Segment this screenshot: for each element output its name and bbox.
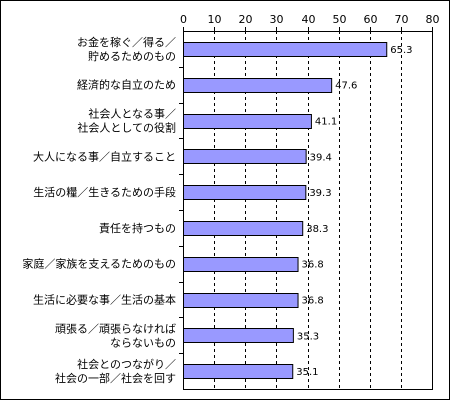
category-label-8-line-1: ならないもの [110,336,176,349]
category-label-0-line-0: お金を稼ぐ／得る／ [77,35,176,49]
category-label-9-line-0: 社会とのつながり／ [77,357,176,371]
x-tick-label-4: 40 [302,13,316,26]
category-label-2-line-1: 社会人としての役割 [77,121,176,135]
x-tick-label-3: 30 [270,13,284,26]
x-tick-label-6: 60 [364,13,378,26]
bar-4 [183,185,307,200]
bar-9 [183,364,294,379]
category-label-3: 大人になる事／自立すること [33,149,176,163]
x-tick-label-7: 70 [395,13,409,26]
x-tick-label-0: 0 [180,13,187,26]
category-label-7: 生活に必要な事／生活の基本 [33,293,176,307]
data-label-5: 38.3 [306,224,328,235]
category-label-8-line-0: 頑張る／頑張らなければ [55,322,176,335]
category-label-4: 生活の糧／生きるための手段 [33,185,176,199]
data-label-6: 36.8 [302,260,324,271]
bar-6 [183,257,299,272]
bar-5 [183,221,304,236]
data-label-7: 36.8 [302,296,324,307]
category-label-9-line-1: 社会の一部／社会を回す [55,371,176,385]
data-label-4: 39.3 [309,188,331,199]
x-tick-label-1: 10 [208,13,222,26]
category-label-6: 家庭／家族を支えるためのもの [22,257,176,271]
bar-1 [183,78,333,93]
x-tick-label-5: 50 [333,13,347,26]
bar-3 [183,149,307,164]
bar-2 [183,114,312,129]
category-label-1: 経済的な自立のため [77,78,176,92]
data-label-3: 39.4 [310,152,332,163]
bar-8 [183,328,294,343]
data-label-2: 41.1 [315,117,337,128]
data-label-9: 35.1 [296,367,318,378]
plot-area-border [183,31,433,390]
x-tick-label-2: 20 [239,13,253,26]
category-label-0-line-1: 貯めるためのもの [88,50,176,63]
category-label-2-line-0: 社会人となる事／ [88,107,176,121]
data-label-1: 47.6 [335,81,357,92]
category-label-5: 責任を持つもの [99,221,176,235]
data-label-8: 35.3 [297,331,319,342]
data-label-0: 65.3 [390,45,412,56]
x-tick-label-8: 80 [426,13,440,26]
bar-0 [183,42,388,57]
bar-7 [183,293,299,308]
